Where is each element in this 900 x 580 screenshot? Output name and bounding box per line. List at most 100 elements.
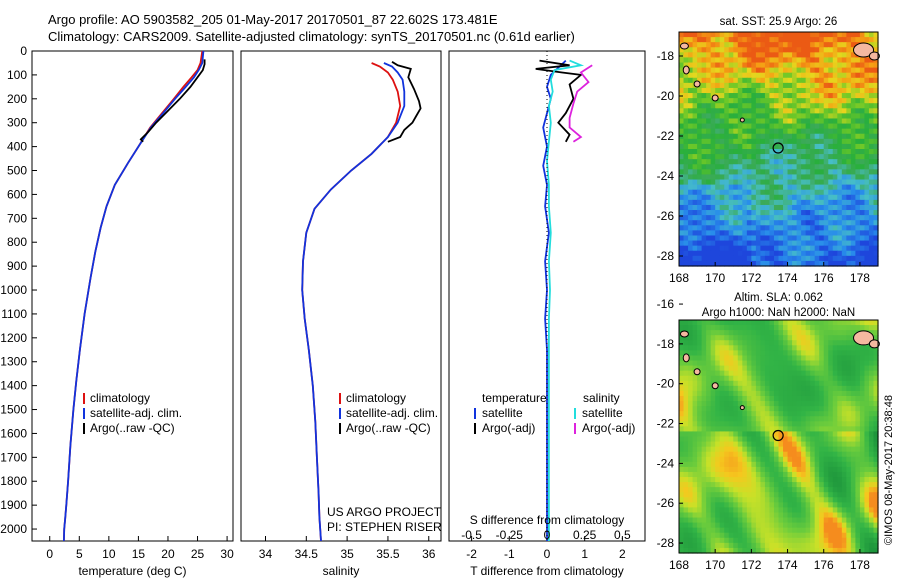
sst-map-cell — [742, 245, 748, 252]
sst-map-cell — [764, 220, 771, 226]
sst-map-cell — [801, 245, 807, 252]
sst-map-cell — [823, 184, 829, 191]
sla-map-cell — [728, 527, 734, 534]
sst-map-cell — [787, 123, 793, 130]
sla-map-cell — [683, 340, 689, 346]
sst-map-cell — [760, 225, 766, 231]
sst-map-cell — [679, 123, 685, 130]
sst-map-cell — [769, 220, 775, 226]
sst-map-cell — [810, 149, 816, 155]
sla-map-cell — [692, 517, 698, 524]
sla-map-cell — [706, 512, 712, 519]
sst-map-cell — [728, 169, 734, 176]
sla-map-cell — [728, 360, 734, 367]
sst-map-cell — [792, 184, 798, 191]
sst-map-cell — [769, 133, 775, 140]
sla-map-cell — [828, 345, 834, 351]
sla-map-cell — [792, 431, 798, 438]
sla-map-cell — [801, 335, 807, 341]
sst-map-cell — [810, 37, 816, 43]
sst-map-cell — [801, 47, 807, 53]
sla-map-cell — [783, 401, 789, 407]
sla-map-cell — [683, 446, 689, 453]
sst-map-cell — [724, 72, 730, 79]
sla-map-cell — [796, 471, 802, 478]
sla-map-cell — [828, 547, 834, 554]
sla-map-cell — [760, 547, 766, 554]
sst-map-cell — [783, 47, 789, 53]
sla-map-cell — [837, 436, 843, 443]
sst-map-cell — [751, 250, 757, 257]
sst-map-cell — [724, 123, 730, 130]
sst-map-cell — [701, 32, 707, 38]
sst-map-cell — [841, 245, 847, 252]
sla-map-cell — [728, 512, 734, 519]
sla-map-cell — [746, 395, 752, 402]
sst-map-cell — [764, 52, 771, 59]
sla-map-cell — [810, 537, 816, 544]
sst-map-cell — [742, 250, 748, 257]
sla-map-cell — [823, 547, 829, 554]
sla-map-cell — [683, 411, 689, 417]
sst-map-cell — [706, 149, 712, 155]
sla-map-cell — [841, 426, 847, 433]
sst-map-cell — [742, 179, 748, 186]
sla-map-cell — [746, 431, 752, 438]
sla-map-cell — [864, 517, 870, 524]
sla-map-cell — [859, 320, 866, 326]
sla-map-cell — [783, 406, 789, 412]
sst-map-cell — [868, 93, 875, 99]
sst-map-cell — [846, 57, 852, 64]
sst-map-cell — [710, 32, 716, 38]
sla-map-cell — [737, 390, 743, 397]
sla-map-cell — [832, 406, 838, 412]
sla-map-cell — [724, 350, 730, 357]
sst-map-cell — [692, 52, 698, 59]
sla-map-ytick-label: -18 — [657, 337, 675, 351]
sst-map-cell — [783, 32, 789, 38]
sst-map-cell — [778, 93, 784, 99]
sst-map-cell — [783, 87, 789, 94]
sla-map-cell — [719, 487, 725, 493]
sla-map-cell — [814, 350, 820, 357]
sla-map-cell — [706, 390, 712, 397]
sst-map-cell — [737, 260, 743, 267]
sla-map-cell — [855, 456, 861, 463]
sst-map-cell — [764, 235, 771, 242]
sla-map-cell — [724, 446, 730, 453]
sst-map-cell — [814, 52, 820, 59]
sla-map-cell — [683, 466, 689, 473]
sst-map-cell — [773, 255, 780, 262]
temperature-xtick-label: 30 — [220, 547, 234, 561]
sla-map-cell — [873, 385, 879, 392]
sla-map-cell — [710, 385, 716, 392]
sla-map-cell — [873, 466, 879, 473]
sst-map-cell — [701, 87, 707, 94]
sst-map-cell — [751, 194, 757, 201]
sst-map-cell — [837, 154, 843, 160]
sst-map-cell — [868, 220, 875, 226]
sla-map-cell — [859, 395, 866, 402]
sst-map-cell — [683, 235, 689, 242]
sst-map-cell — [805, 103, 811, 109]
sst-map-cell — [796, 199, 802, 206]
sst-map-cell — [873, 184, 879, 191]
sst-map-cell — [792, 87, 798, 94]
sst-map-cell — [701, 108, 707, 114]
sst-map-cell — [764, 67, 771, 74]
sla-map-cell — [769, 395, 775, 402]
sst-map-cell — [715, 128, 721, 135]
sst-map-cell — [792, 47, 798, 53]
sla-map-cell — [706, 487, 712, 493]
sst-map-cell — [832, 103, 838, 109]
sst-map-cell — [683, 189, 689, 196]
sla-map-cell — [697, 401, 703, 407]
sst-map-cell — [679, 189, 685, 196]
sst-map-cell — [715, 82, 721, 89]
sla-map-cell — [823, 461, 829, 468]
sla-map-cell — [719, 370, 725, 377]
sst-map-cell — [760, 42, 766, 48]
sla-map-cell — [837, 355, 843, 362]
sla-map-cell — [701, 380, 707, 387]
sla-map-cell — [692, 395, 698, 402]
